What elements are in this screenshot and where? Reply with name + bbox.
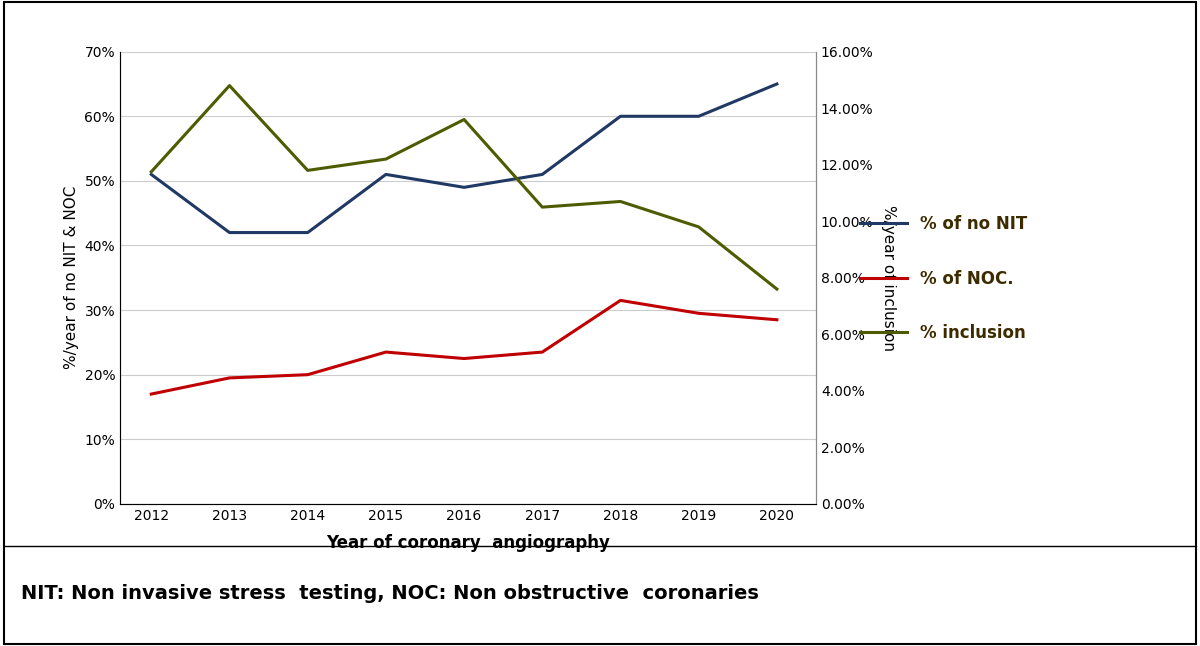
Text: NIT: Non invasive stress  testing, NOC: Non obstructive  coronaries: NIT: Non invasive stress testing, NOC: N… <box>22 583 760 603</box>
X-axis label: Year of coronary  angiography: Year of coronary angiography <box>326 534 610 552</box>
Legend: % of no NIT, % of NOC., % inclusion: % of no NIT, % of NOC., % inclusion <box>860 215 1027 342</box>
Y-axis label: %/year of inclusion: %/year of inclusion <box>881 205 896 351</box>
Y-axis label: %/year of no NIT & NOC: %/year of no NIT & NOC <box>64 186 79 370</box>
